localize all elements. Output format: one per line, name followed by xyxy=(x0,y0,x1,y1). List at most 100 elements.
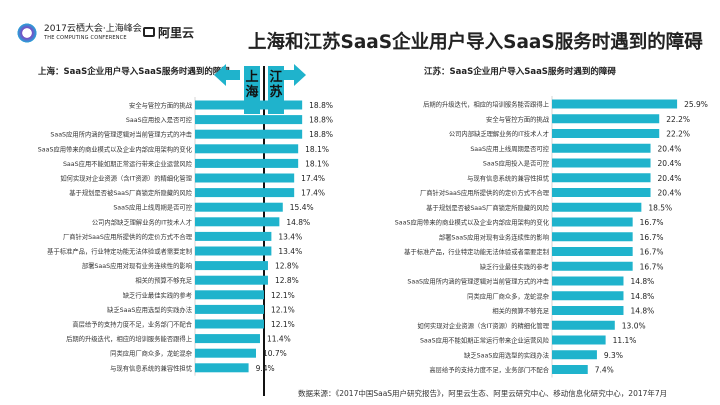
left-value-label: 10.7% xyxy=(263,349,287,358)
left-value-label: 9.4% xyxy=(256,364,275,373)
left-category-label: 缺乏SaaS应用选型的实践办法 xyxy=(107,305,192,314)
right-bar xyxy=(552,261,633,271)
right-value-label: 20.4% xyxy=(658,144,682,153)
left-bar xyxy=(195,319,264,329)
brand-name: 阿里云 xyxy=(158,26,195,40)
right-bar xyxy=(552,188,651,197)
left-category-label: 部署SaaS应用对现有业务连续性的影响 xyxy=(82,261,192,270)
right-value-label: 16.7% xyxy=(640,248,664,257)
left-bar xyxy=(195,231,272,241)
left-bar xyxy=(195,129,303,139)
right-arrow-icon xyxy=(282,70,294,80)
right-value-label: 25.9% xyxy=(684,100,708,109)
left-bar xyxy=(195,261,268,271)
left-value-label: 18.1% xyxy=(305,159,329,168)
right-category-label: 安全与管控方面的挑战 xyxy=(486,114,550,123)
left-bar xyxy=(195,188,295,198)
left-category-label: 同类应用厂商众多，龙蛇混杂 xyxy=(110,349,192,358)
right-category-label: 基于规划是否被SaaS厂商锁定所隐藏的风险 xyxy=(426,203,549,212)
page-title: 上海和江苏SaaS企业用户导入SaaS服务时遇到的障碍 xyxy=(248,32,703,53)
left-category-label: SaaS应用所内涵的管理逻辑对当前管理方式的冲击 xyxy=(50,130,192,139)
right-category-label: SaaS应用所内涵的管理逻辑对当前管理方式的冲击 xyxy=(407,277,549,286)
right-value-label: 14.8% xyxy=(630,277,654,286)
left-arrow-head-icon xyxy=(214,64,226,86)
left-category-label: 安全与管控方面的挑战 xyxy=(129,101,193,110)
left-value-label: 13.4% xyxy=(278,247,302,256)
right-bar xyxy=(552,114,660,124)
right-value-label: 16.7% xyxy=(640,262,664,271)
left-bar xyxy=(195,246,272,256)
left-bar xyxy=(195,275,268,285)
right-bar xyxy=(552,158,651,168)
right-bar xyxy=(552,247,633,256)
data-source: 数据来源：《2017中国SaaS用户研究报告》，阿里云生态、阿里云研究中心、移动… xyxy=(298,389,668,398)
left-category-label: 相关的预算不够充足 xyxy=(135,276,192,285)
right-bar xyxy=(552,217,633,227)
left-category-label: 后期的升级迭代，相应的培训服务能否跟得上 xyxy=(66,334,192,343)
left-chart-title: 上海：SaaS企业用户导入SaaS服务时遇到的障碍 xyxy=(38,67,230,77)
left-bar xyxy=(195,202,283,212)
left-category-label: 基于规划是否被SaaS厂商锁定所隐藏的风险 xyxy=(69,188,192,197)
left-value-label: 12.8% xyxy=(275,276,299,285)
left-value-label: 18.8% xyxy=(309,101,333,110)
left-bar xyxy=(195,348,256,358)
left-category-label: SaaS应用投入是否可控 xyxy=(126,115,193,124)
left-bar xyxy=(195,100,303,110)
left-bar xyxy=(195,290,264,300)
left-value-label: 13.4% xyxy=(278,232,302,241)
left-category-label: 高层给予的支持力度不足，业务部门不配合 xyxy=(72,320,192,329)
right-category-label: 后期的升级迭代，相应的培训服务能否跟得上 xyxy=(423,100,549,109)
left-value-label: 15.4% xyxy=(290,203,314,212)
left-arrow-icon xyxy=(226,70,240,80)
right-bar xyxy=(552,173,651,183)
left-value-label: 17.4% xyxy=(301,174,325,183)
left-bar xyxy=(195,144,299,154)
left-bar xyxy=(195,334,260,344)
right-bar xyxy=(552,291,624,301)
left-value-label: 12.1% xyxy=(271,291,295,300)
right-value-label: 14.8% xyxy=(630,307,654,316)
left-value-label: 12.1% xyxy=(271,320,295,329)
left-category-label: 基于标准产品，行业特定功能无法体验或者需要定制 xyxy=(47,247,192,256)
left-bar xyxy=(195,304,264,314)
right-value-label: 22.2% xyxy=(666,130,690,139)
right-value-label: 16.7% xyxy=(640,218,664,227)
left-bar xyxy=(195,363,249,373)
left-bar xyxy=(195,173,295,183)
right-bar xyxy=(552,232,633,242)
right-category-label: SaaS应用不能如期正常运行带来企业运营风险 xyxy=(420,336,550,345)
right-value-label: 13.0% xyxy=(622,321,646,330)
right-bar xyxy=(552,276,624,286)
right-bar xyxy=(552,365,588,374)
right-value-label: 20.4% xyxy=(658,174,682,183)
right-category-label: 高层给予的支持力度不足，业务部门不配合 xyxy=(429,365,549,374)
right-category-label: 缺乏行业最佳实践的参考 xyxy=(480,262,549,271)
left-bar xyxy=(195,158,299,168)
left-value-label: 18.1% xyxy=(305,145,329,154)
right-chart-title: 江苏：SaaS企业用户导入SaaS服务时遇到的障碍 xyxy=(424,67,616,77)
aliyun-logo-icon xyxy=(143,27,155,37)
left-value-label: 18.8% xyxy=(309,116,333,125)
left-category-label: 与现有信息系统的兼容性担忧 xyxy=(110,363,192,372)
right-value-label: 22.2% xyxy=(666,115,690,124)
right-bar xyxy=(552,350,597,360)
left-value-label: 11.4% xyxy=(267,335,291,344)
right-value-label: 14.8% xyxy=(630,292,654,301)
right-category-label: 基于标准产品，行业特定功能无法体验或者需要定制 xyxy=(404,247,549,256)
right-value-label: 11.1% xyxy=(613,336,637,345)
right-bar xyxy=(552,99,678,109)
right-category-label: SaaS应用带来的商业模式以及企业内部应用架构的变化 xyxy=(395,218,550,227)
right-category-label: 与现有信息系统的兼容性担忧 xyxy=(467,173,549,182)
left-value-label: 12.1% xyxy=(271,305,295,314)
left-value-label: 14.8% xyxy=(286,218,310,227)
conference-name: 2017云栖大会·上海峰会 xyxy=(44,24,142,34)
right-value-label: 20.4% xyxy=(658,159,682,168)
conference-logo-icon xyxy=(16,22,38,44)
right-bar xyxy=(552,129,660,138)
right-bar xyxy=(552,320,615,330)
right-category-label: 厂商针对SaaS应用所提供的的定价方式不合理 xyxy=(420,188,550,197)
right-category-label: 缺乏SaaS应用选型的实践办法 xyxy=(464,350,549,359)
right-value-label: 9.3% xyxy=(604,351,623,360)
left-category-label: 公司内部缺乏理解业务的IT技术人才 xyxy=(92,217,192,226)
right-bar xyxy=(552,202,642,212)
